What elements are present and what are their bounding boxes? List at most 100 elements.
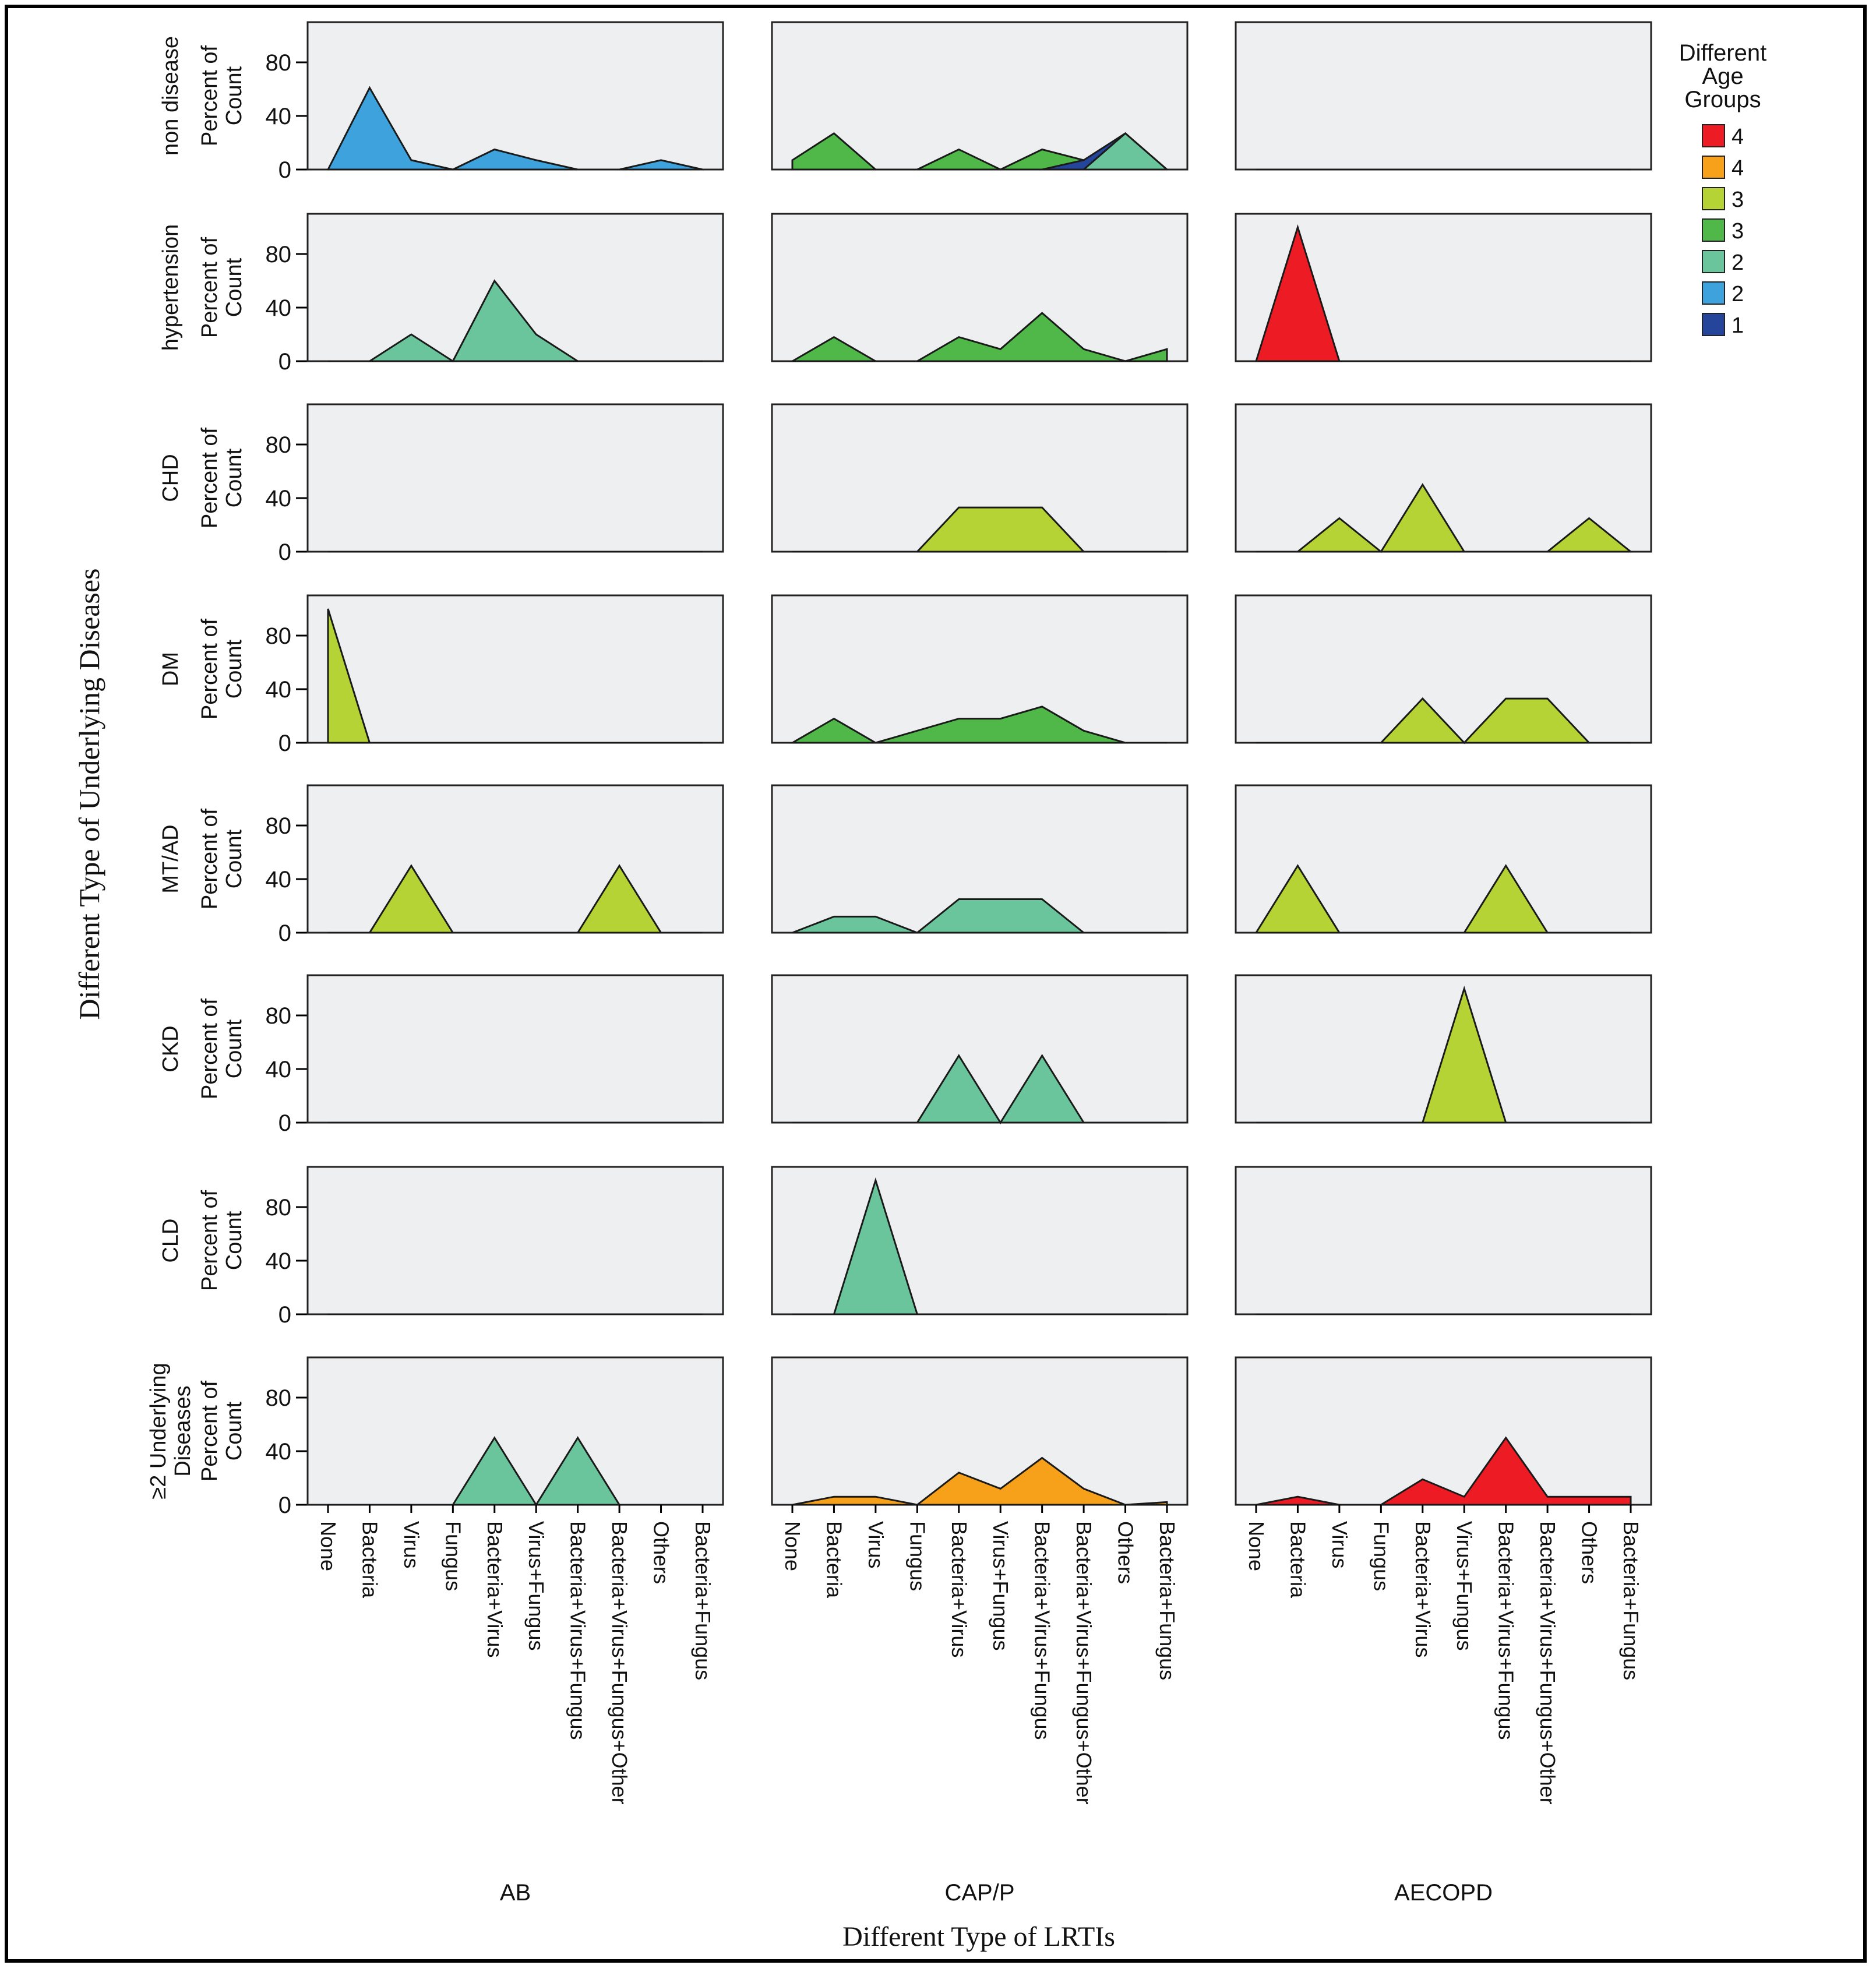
xtick-label-0-7: Bacteria+Virus+Fungus+Other — [608, 1521, 632, 1805]
ytick-label-6-80: 80 — [266, 1195, 292, 1220]
ytick-label-3-0: 0 — [278, 731, 291, 756]
ytick-label-1-80: 80 — [266, 242, 292, 267]
panel-ylabel-2: Count — [222, 448, 246, 507]
legend-label-1: 4 — [1732, 156, 1744, 181]
panel-ylabel-3: Count — [222, 639, 246, 699]
legend-title-0: Different — [1679, 40, 1766, 66]
xtick-label-1-1: Bacteria — [822, 1521, 846, 1599]
ytick-label-2-0: 0 — [278, 539, 291, 565]
xtick-label-2-4: Bacteria+Virus — [1411, 1521, 1435, 1657]
panel-4-0 — [306, 784, 724, 934]
xtick-label-2-1: Bacteria — [1286, 1521, 1310, 1599]
row-label-0: non disease — [158, 36, 183, 156]
area-series-1-1-0 — [789, 312, 1168, 362]
xtick-label-1-2: Virus — [864, 1521, 888, 1568]
panel-6-1 — [771, 1166, 1189, 1315]
panel-7-2 — [1235, 1356, 1652, 1506]
xtick-label-0-8: Others — [650, 1521, 673, 1584]
ytick-label-1-40: 40 — [266, 295, 292, 321]
legend-swatch-2 — [1702, 187, 1725, 210]
panel-ylabel-2: Percent of — [198, 427, 222, 528]
legend-swatch-3 — [1702, 218, 1725, 242]
ytick-label-0-0: 0 — [278, 157, 291, 183]
panel-3-2 — [1235, 594, 1652, 744]
xtick-label-0-1: Bacteria — [358, 1521, 382, 1599]
panel-6-2 — [1235, 1166, 1652, 1315]
xtick-label-2-0: None — [1244, 1521, 1268, 1571]
xtick-label-1-8: Others — [1114, 1521, 1138, 1584]
panel-ylabel-4: Count — [222, 829, 246, 888]
xtick-label-2-8: Others — [1578, 1521, 1602, 1584]
panel-ylabel-5: Percent of — [198, 998, 222, 1099]
row-label-4: MT/AD — [158, 824, 183, 893]
figure-frame — [5, 5, 1867, 1963]
legend-label-4: 2 — [1732, 251, 1744, 275]
legend-swatch-1 — [1702, 156, 1725, 179]
panel-ylabel-0: Percent of — [198, 45, 222, 146]
row-label-7: ≥2 Underlying — [146, 1363, 171, 1499]
panel-5-0 — [306, 974, 724, 1124]
legend-label-3: 3 — [1732, 219, 1744, 244]
area-series-0-0-0 — [326, 86, 703, 171]
panel-ylabel-6: Percent of — [198, 1190, 222, 1291]
xtick-label-1-3: Fungus — [905, 1521, 929, 1591]
legend-label-5: 2 — [1732, 282, 1744, 306]
ytick-label-5-80: 80 — [266, 1003, 292, 1029]
legend-title-2: Groups — [1684, 87, 1761, 112]
xtick-label-2-9: Bacteria+Fungus — [1619, 1521, 1643, 1680]
legend-title-1: Age — [1702, 64, 1743, 89]
ytick-label-4-80: 80 — [266, 813, 292, 839]
ytick-label-4-0: 0 — [278, 920, 291, 946]
xtick-label-2-7: Bacteria+Virus+Fungus+Other — [1536, 1521, 1560, 1805]
panel-ylabel-6: Count — [222, 1211, 246, 1270]
panel-ylabel-3: Percent of — [198, 618, 222, 719]
xtick-label-2-5: Virus+Fungus — [1452, 1521, 1476, 1650]
xtick-label-0-4: Bacteria+Virus — [483, 1521, 507, 1657]
panel-ylabel-1: Percent of — [198, 237, 222, 338]
xtick-label-0-9: Bacteria+Fungus — [691, 1521, 715, 1680]
y-axis-title: Different Type of Underlying Diseases — [73, 569, 105, 1020]
xtick-label-0-0: None — [316, 1521, 340, 1571]
ytick-label-2-40: 40 — [266, 486, 292, 511]
xtick-label-0-6: Bacteria+Virus+Fungus — [566, 1521, 590, 1740]
legend-swatch-0 — [1702, 124, 1725, 147]
ytick-label-5-40: 40 — [266, 1057, 292, 1082]
ytick-label-7-0: 0 — [278, 1493, 291, 1518]
xtick-label-0-3: Fungus — [441, 1521, 465, 1591]
xtick-label-0-2: Virus — [400, 1521, 424, 1568]
column-label-1: CAP/P — [944, 1880, 1014, 1906]
legend-label-0: 4 — [1732, 125, 1744, 149]
panel-ylabel-1: Count — [222, 257, 246, 317]
ytick-label-3-80: 80 — [266, 623, 292, 649]
legend-swatch-6 — [1702, 313, 1725, 336]
xtick-label-1-9: Bacteria+Fungus — [1155, 1521, 1179, 1680]
xtick-label-2-6: Bacteria+Virus+Fungus — [1494, 1521, 1518, 1740]
xtick-label-0-5: Virus+Fungus — [524, 1521, 548, 1650]
legend-label-2: 3 — [1732, 188, 1744, 212]
ytick-label-0-80: 80 — [266, 50, 292, 76]
xtick-label-1-5: Virus+Fungus — [989, 1521, 1013, 1650]
xtick-label-1-7: Bacteria+Virus+Fungus+Other — [1072, 1521, 1096, 1805]
panel-ylabel-7: Count — [222, 1401, 246, 1461]
ytick-label-6-40: 40 — [266, 1248, 292, 1274]
column-label-2: AECOPD — [1394, 1880, 1493, 1906]
column-label-0: AB — [500, 1880, 531, 1906]
ytick-label-0-40: 40 — [266, 104, 292, 129]
row-label-7: Diseases — [171, 1385, 195, 1476]
panel-ylabel-4: Percent of — [198, 808, 222, 909]
xtick-label-1-4: Bacteria+Virus — [947, 1521, 971, 1657]
panel-2-0 — [306, 403, 724, 553]
xtick-label-2-3: Fungus — [1369, 1521, 1393, 1591]
row-label-1: hypertension — [158, 224, 183, 351]
xtick-label-1-0: None — [781, 1521, 805, 1571]
row-label-2: CHD — [158, 454, 183, 502]
ytick-label-7-40: 40 — [266, 1439, 292, 1465]
panel-3-0 — [306, 594, 724, 744]
panel-0-2 — [1235, 21, 1652, 171]
ytick-label-3-40: 40 — [266, 677, 292, 703]
legend-label-6: 1 — [1732, 313, 1744, 338]
panel-ylabel-7: Percent of — [198, 1380, 222, 1481]
row-label-6: CLD — [158, 1218, 183, 1262]
ytick-label-7-80: 80 — [266, 1385, 292, 1411]
